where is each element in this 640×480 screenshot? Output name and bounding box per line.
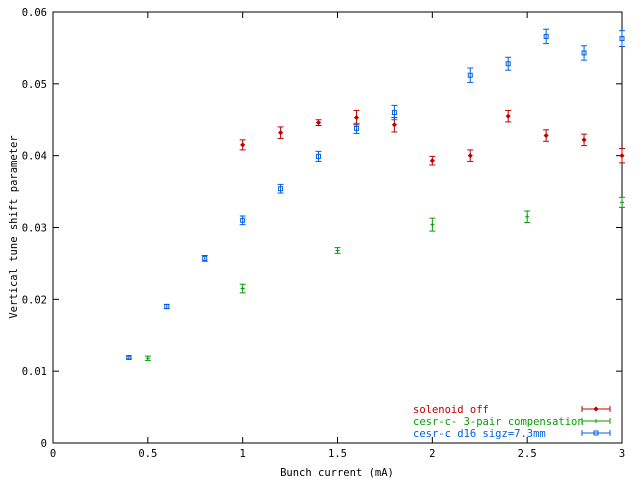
data-point [315, 120, 322, 126]
data-point [429, 158, 435, 164]
data-point [430, 222, 435, 227]
data-point [240, 286, 245, 291]
legend-label: solenoid off [413, 404, 489, 416]
legend-marker [593, 406, 599, 412]
y-tick-label: 0.04 [22, 151, 47, 163]
data-point [145, 356, 150, 361]
x-tick-label: 2 [429, 448, 435, 460]
data-point [467, 72, 473, 78]
data-point [543, 132, 549, 139]
data-point [391, 122, 397, 128]
x-tick-label: 1.5 [328, 448, 347, 460]
data-point [240, 217, 246, 223]
data-point [619, 36, 625, 42]
x-tick-label: 2.5 [518, 448, 537, 460]
legend-label: cesr-c- 3-pair compensation [413, 416, 584, 428]
data-point [391, 110, 397, 116]
y-tick-label: 0.05 [22, 79, 47, 91]
legend-marker [593, 430, 599, 436]
data-point [353, 125, 359, 131]
data-point [467, 153, 473, 159]
x-axis-label: Bunch current (mA) [280, 467, 394, 479]
data-point [581, 137, 587, 143]
data-point [335, 248, 340, 253]
data-point [353, 115, 360, 121]
data-point [164, 304, 170, 310]
y-tick-label: 0.03 [22, 223, 47, 235]
legend-marker [594, 419, 598, 423]
y-axis-label: Vertical tune shift parameter [8, 135, 20, 318]
data-point [543, 33, 549, 39]
x-tick-label: 3 [619, 448, 625, 460]
axis-ticks: 0 0.5 1 1.5 2 2.5 3 0 0.01 0.02 0.03 0.04 0.05 0.06 [22, 7, 625, 460]
data-marks [125, 28, 625, 361]
data-point [525, 214, 530, 219]
data-point [619, 153, 625, 159]
y-tick-label: 0.06 [22, 7, 47, 19]
y-tick-label: 0.01 [22, 366, 47, 378]
data-point [505, 61, 511, 67]
plot-frame [52, 11, 623, 444]
x-tick-label: 0 [50, 448, 56, 460]
data-point [505, 113, 511, 119]
x-tick-label: 0.5 [138, 448, 157, 460]
series-1 [144, 196, 625, 361]
data-point [202, 255, 208, 261]
data-point [278, 186, 284, 192]
data-point [126, 355, 132, 361]
data-point [620, 200, 624, 205]
data-point [240, 142, 246, 148]
data-point [316, 153, 322, 159]
y-tick-label: 0.02 [22, 294, 47, 306]
series-2 [125, 28, 625, 361]
data-point [581, 50, 587, 56]
series-0 [239, 109, 625, 166]
data-point [278, 130, 284, 136]
x-tick-label: 1 [240, 448, 246, 460]
legend-label: cesr-c d16 sigz=7.3mm [413, 428, 546, 440]
y-tick-label: 0 [41, 438, 47, 450]
